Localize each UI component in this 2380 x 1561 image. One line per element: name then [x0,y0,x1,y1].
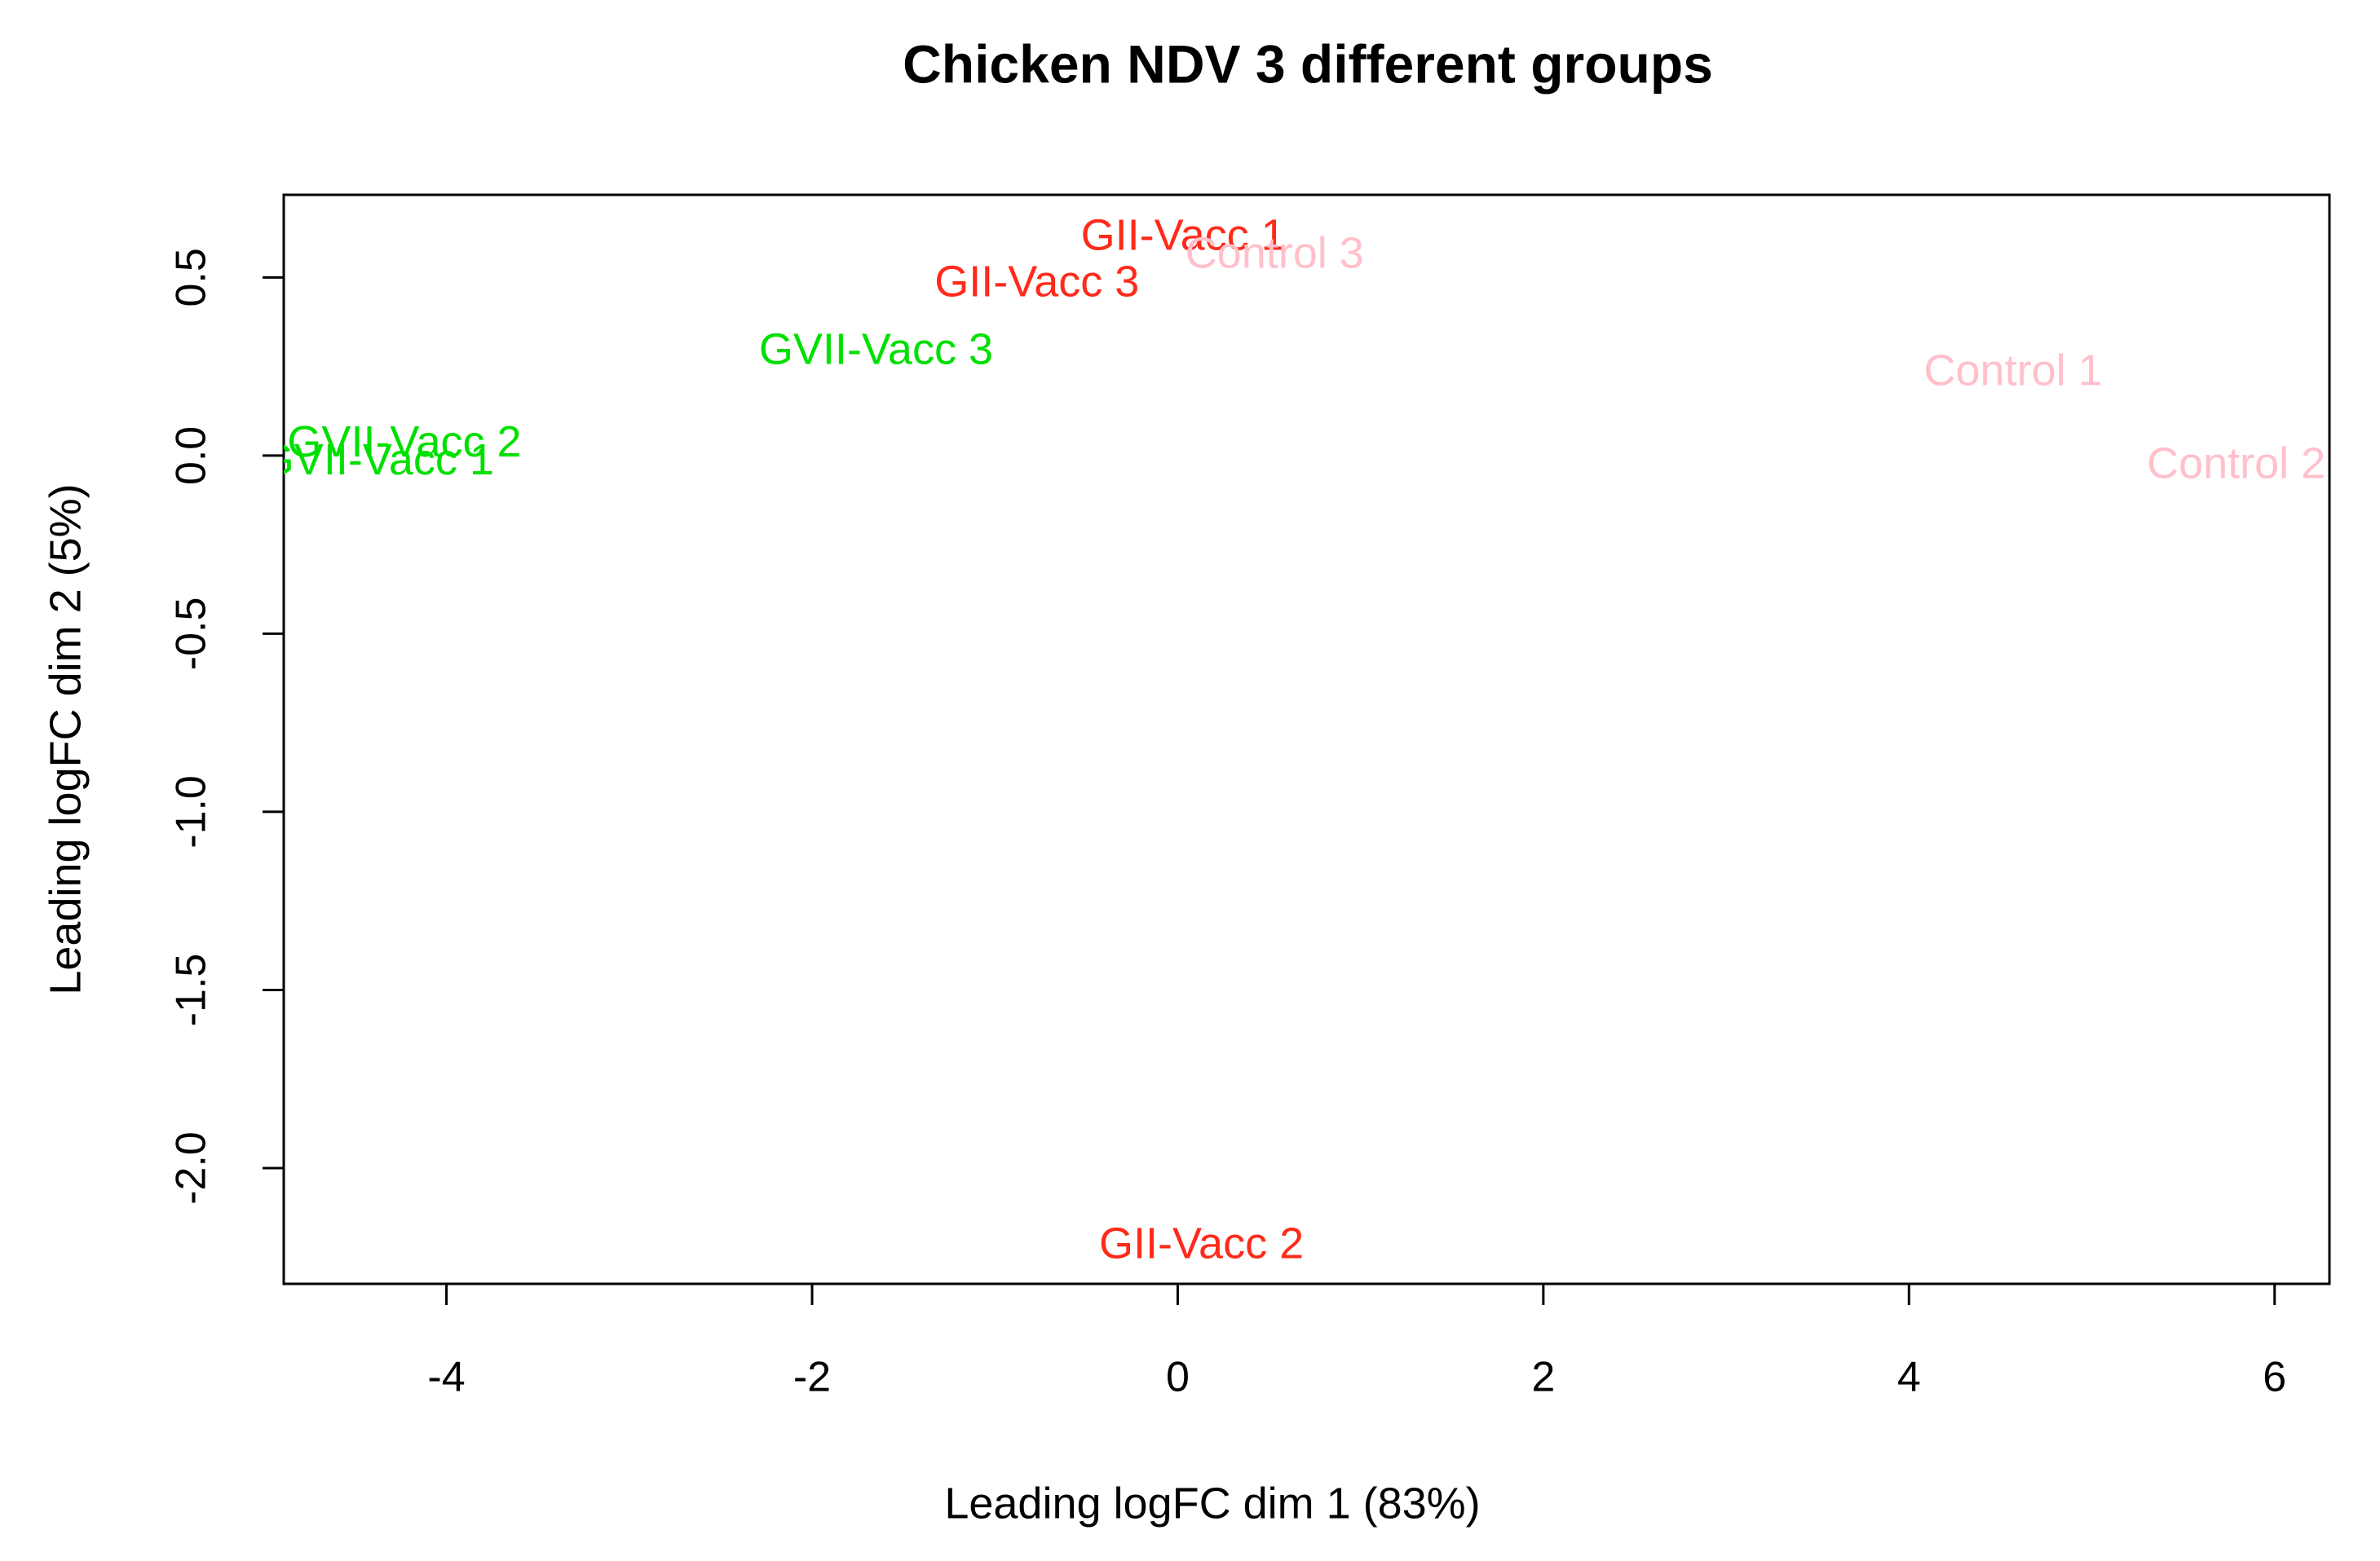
chart-title: Chicken NDV 3 different groups [903,33,1713,94]
y-tick-label: -1.5 [168,954,215,1027]
point-label: Control 1 [1924,346,2103,395]
x-tick-label: 4 [1897,1354,1921,1401]
y-tick-label: -0.5 [168,598,215,671]
point-label: GVII-Vacc 2 [287,417,521,466]
x-tick-label: 0 [1166,1354,1190,1401]
y-axis-label: Leading logFC dim 2 (5%) [41,483,90,994]
x-tick-label: 2 [1531,1354,1555,1401]
point-label: Control 3 [1186,228,1364,277]
point-label: GII-Vacc 1 [1081,211,1286,260]
x-tick-label: -4 [427,1354,465,1401]
x-tick-label: -2 [793,1354,831,1401]
y-tick-label: -2.0 [168,1131,215,1205]
point-label: GII-Vacc 2 [1099,1219,1304,1268]
x-tick-label: 6 [2263,1354,2286,1401]
y-tick-label: 0.5 [168,248,215,306]
point-label: Control 2 [2147,439,2325,487]
y-tick-label: 0.0 [168,426,215,485]
x-axis-label: Leading logFC dim 1 (83%) [944,1479,1480,1528]
point-label: GVII-Vacc 1 [260,435,494,484]
point-label: GVII-Vacc 3 [759,324,993,373]
point-label: GII-Vacc 3 [934,257,1139,306]
y-tick-label: -1.0 [168,775,215,849]
plot-frame [282,193,2331,1285]
